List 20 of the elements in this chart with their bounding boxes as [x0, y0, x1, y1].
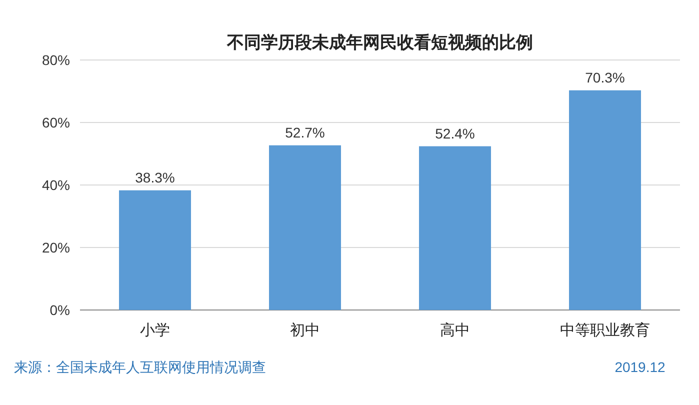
x-tick-label: 中等职业教育	[560, 322, 650, 339]
x-tick-label: 初中	[290, 322, 320, 339]
y-tick-label: 20%	[42, 240, 70, 256]
bar	[419, 146, 491, 310]
y-tick-label: 80%	[42, 52, 70, 68]
bar	[569, 90, 641, 310]
bar	[269, 145, 341, 310]
source-note: 来源：全国未成年人互联网使用情况调查	[14, 359, 266, 375]
x-tick-label: 小学	[140, 322, 170, 339]
data-label: 52.7%	[285, 124, 325, 140]
bar	[119, 190, 191, 310]
chart-title: 不同学历段未成年网民收看短视频的比例	[226, 33, 533, 52]
y-tick-label: 60%	[42, 114, 70, 130]
data-label: 52.4%	[435, 125, 475, 142]
y-tick-label: 0%	[50, 302, 70, 318]
x-tick-label: 高中	[440, 322, 470, 339]
data-label: 70.3%	[585, 69, 625, 86]
y-tick-label: 40%	[42, 177, 70, 193]
data-label: 38.3%	[135, 169, 175, 186]
text: 2019.12	[614, 359, 666, 375]
